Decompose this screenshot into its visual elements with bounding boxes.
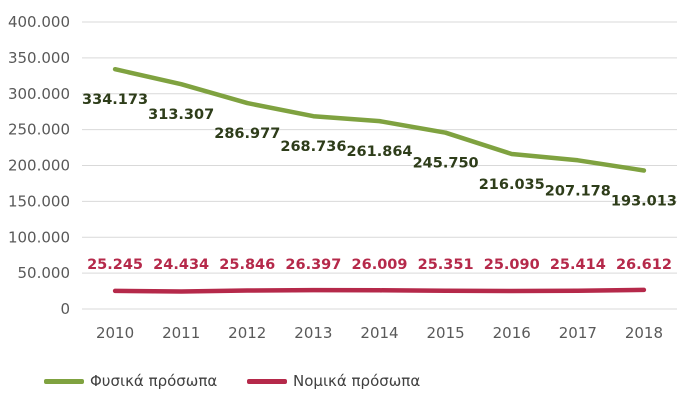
y-tick-label: 100.000 [8,228,70,246]
gridlines [82,21,677,310]
x-tick-label: 2018 [625,324,663,342]
data-label-series-2: 25.846 [219,257,275,273]
y-tick-label: 400.000 [8,13,70,31]
legend-item-series-2: Νομικά πρόσωπα [247,372,420,390]
series-lines [112,66,647,294]
y-tick-label: 0 [60,300,70,318]
x-tick-label: 2017 [559,324,597,342]
x-tick-label: 2016 [493,324,531,342]
data-label-series-1: 268.736 [280,139,346,155]
legend-label-series-1: Φυσικά πρόσωπα [90,372,218,390]
data-label-series-2: 25.090 [484,257,540,273]
series-line-2 [112,287,647,294]
x-tick-label: 2014 [360,324,398,342]
x-tick-label: 2015 [427,324,465,342]
data-label-series-1: 193.013 [611,194,677,210]
data-label-series-2: 26.009 [352,257,408,273]
x-tick-label: 2013 [294,324,332,342]
data-label-series-1: 286.977 [214,126,280,142]
data-label-series-2: 26.612 [616,257,672,273]
data-label-series-2: 26.397 [285,257,341,273]
legend-item-series-1: Φυσικά πρόσωπα [44,372,217,390]
legend-swatch-series-1 [44,378,84,384]
data-label-series-1: 313.307 [148,107,214,123]
series-line-1 [112,66,647,173]
data-label-series-2: 24.434 [153,257,209,273]
data-label-series-1: 334.173 [82,92,148,108]
y-tick-label: 200.000 [8,157,70,175]
y-axis: 0 50.000 100.000 150.000 200.000 250.000 300.0… [8,13,70,318]
data-label-series-1: 245.750 [413,156,479,172]
data-label-series-1: 216.035 [479,177,545,193]
y-tick-label: 350.000 [8,49,70,67]
data-label-series-2: 25.351 [418,257,474,273]
data-label-series-2: 25.245 [87,257,143,273]
x-tick-label: 2011 [162,324,200,342]
x-tick-label: 2010 [96,324,134,342]
line-chart: 0 50.000 100.000 150.000 200.000 250.000 300.0… [8,13,677,342]
legend-swatch-series-2 [247,378,287,384]
data-label-series-2: 25.414 [550,257,606,273]
legend: Φυσικά πρόσωπα Νομικά πρόσωπα [0,362,700,392]
y-tick-label: 150.000 [8,192,70,210]
x-axis: 2010 2011 2012 2013 2014 2015 2016 2017 2018 [96,324,663,342]
x-tick-label: 2012 [228,324,266,342]
data-label-series-1: 207.178 [545,183,611,199]
y-tick-label: 50.000 [18,264,71,282]
legend-label-series-2: Νομικά πρόσωπα [293,372,421,390]
y-tick-label: 300.000 [8,85,70,103]
data-label-series-1: 261.864 [346,144,412,160]
y-tick-label: 250.000 [8,121,70,139]
